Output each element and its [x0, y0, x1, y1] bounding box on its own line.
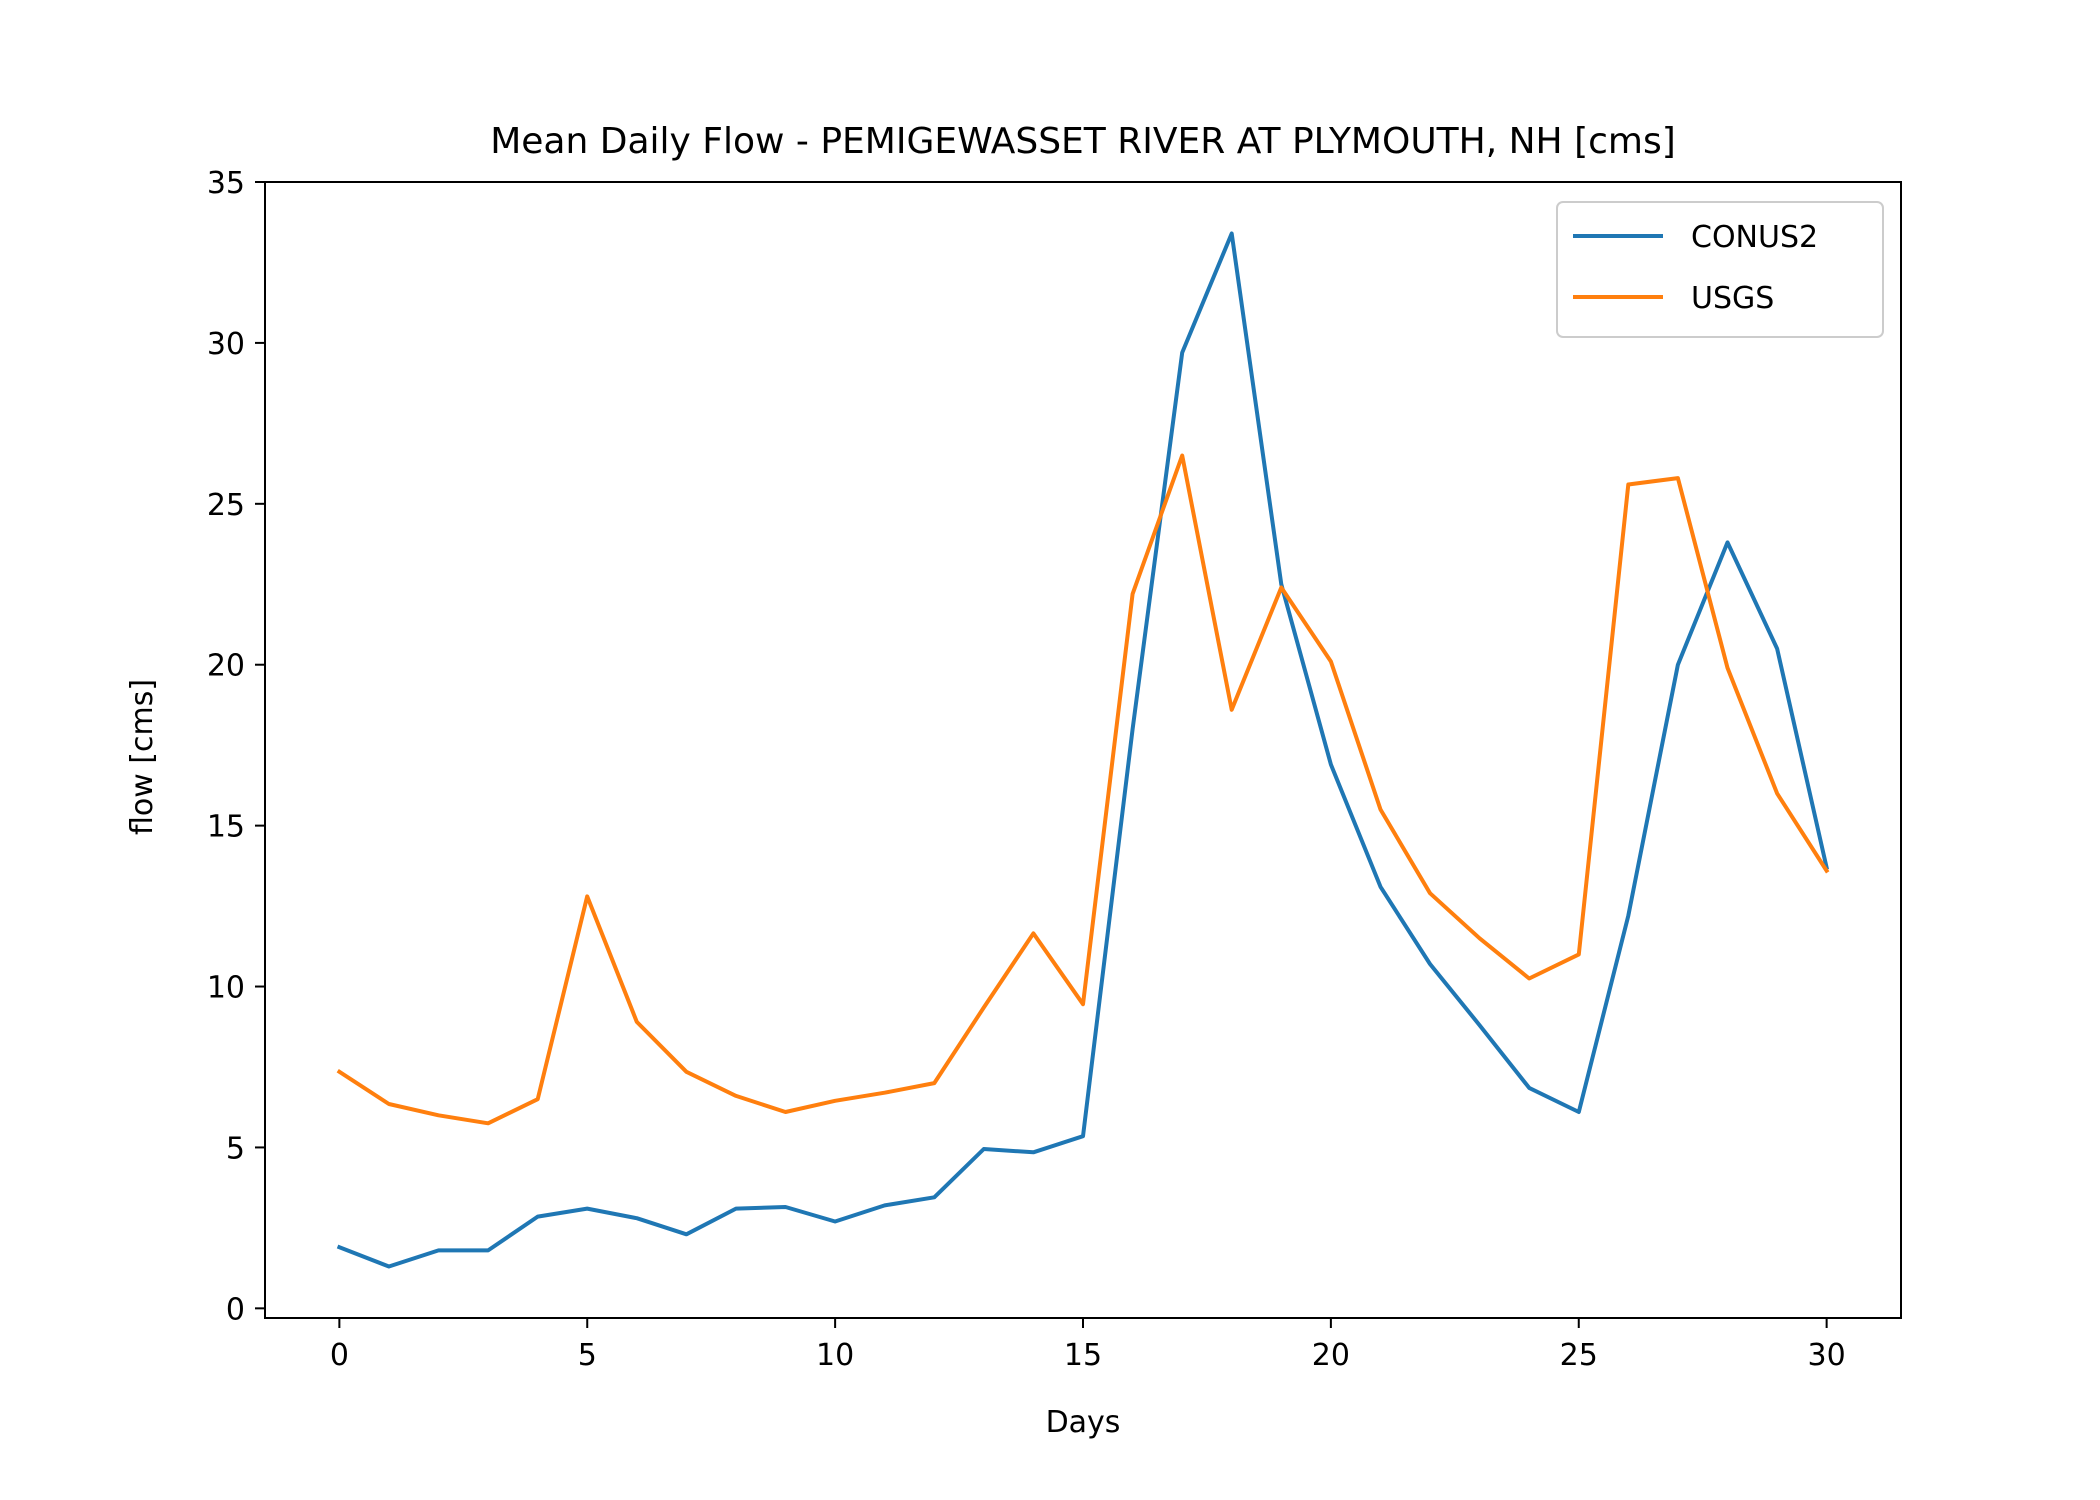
x-tick-label: 0: [330, 1338, 349, 1373]
y-tick-label: 10: [207, 971, 245, 1006]
legend: CONUS2 USGS: [1556, 201, 1884, 338]
x-tick-label: 10: [816, 1338, 854, 1373]
y-tick-label: 30: [207, 327, 245, 362]
x-tick-label: 25: [1560, 1338, 1598, 1373]
x-tick-label: 30: [1808, 1338, 1846, 1373]
y-tick-label: 20: [207, 649, 245, 684]
y-tick-label: 35: [207, 166, 245, 201]
y-tick-label: 25: [207, 488, 245, 523]
legend-label-usgs: USGS: [1691, 281, 1774, 316]
series-line-conus2: [336, 231, 1829, 1269]
x-tick-label: 15: [1064, 1338, 1102, 1373]
legend-label-conus2: CONUS2: [1691, 220, 1818, 255]
y-tick-label: 5: [226, 1131, 245, 1166]
x-tick-label: 20: [1312, 1338, 1350, 1373]
series-line-usgs: [336, 453, 1830, 1126]
x-tick-label: 5: [578, 1338, 597, 1373]
series-layer: [336, 231, 1830, 1269]
y-tick-label: 0: [226, 1292, 245, 1327]
chart-title: Mean Daily Flow - PEMIGEWASSET RIVER AT …: [490, 121, 1676, 162]
x-axis-label: Days: [1046, 1405, 1121, 1440]
y-tick-label: 15: [207, 810, 245, 845]
y-axis-label: flow [cms]: [125, 679, 160, 835]
axes-layer: 0 5 10 15 20 25 30 0 5 10 15 20 25 30 35: [207, 166, 1902, 1373]
